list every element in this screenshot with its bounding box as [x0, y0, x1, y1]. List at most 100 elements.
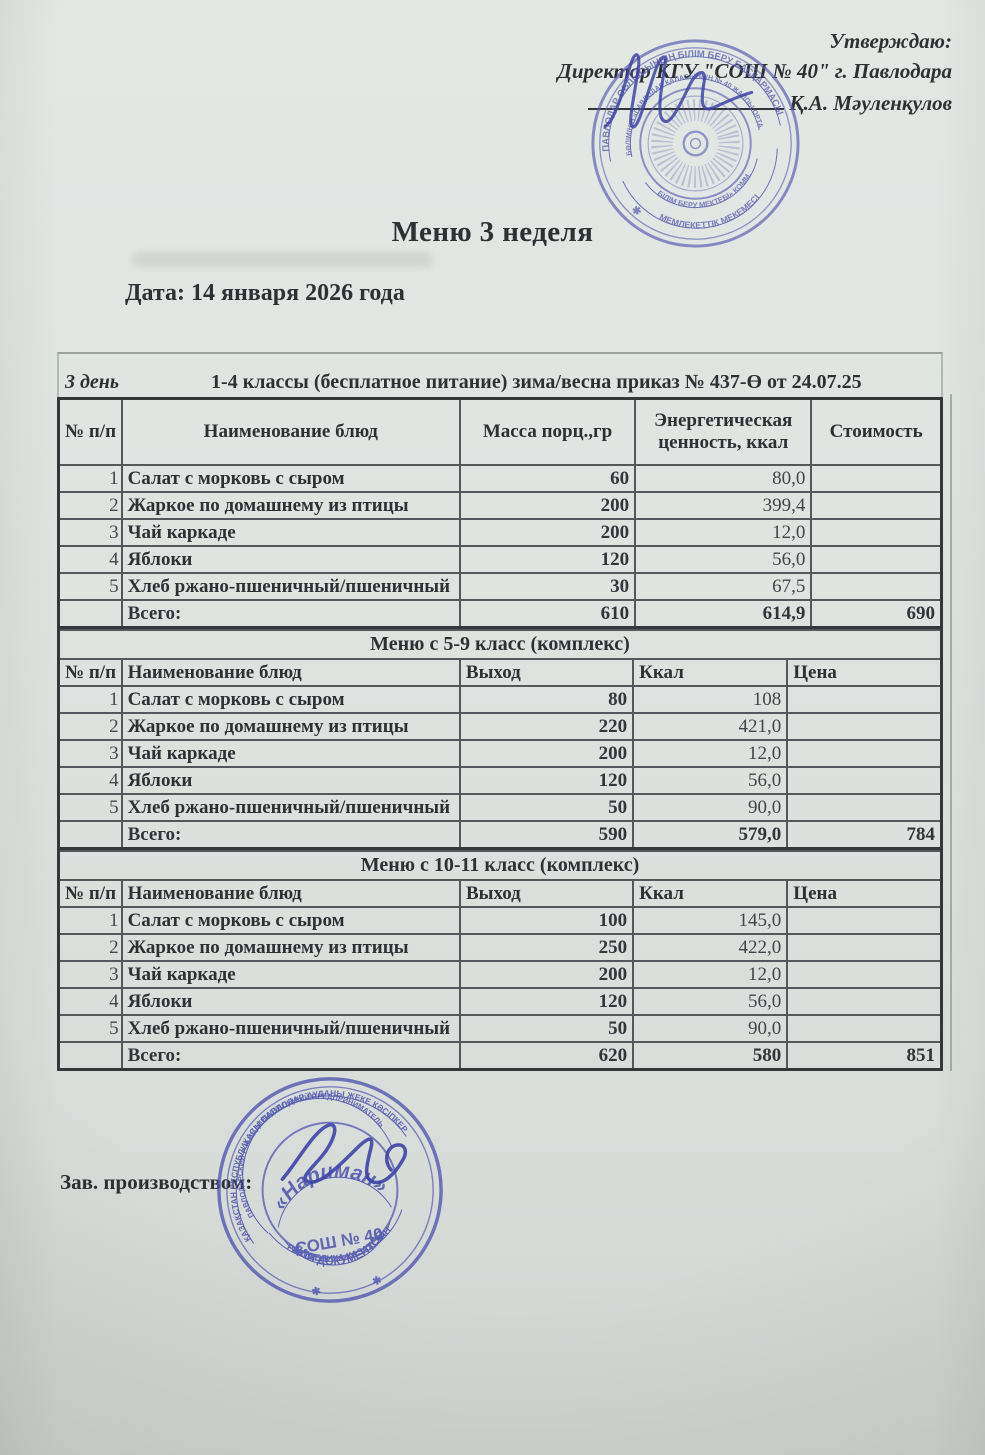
- table-row: 4 Яблоки 120 56,0: [57, 987, 943, 1016]
- cell-kcal: 12,0: [632, 739, 789, 768]
- table-row: 1 Салат с морковь с сыром 100 145,0: [57, 906, 943, 935]
- cell-price: [786, 739, 943, 768]
- cell-num: 5: [57, 793, 123, 822]
- cell-cost: [810, 545, 943, 574]
- cell-price: [786, 685, 943, 714]
- cell-kcal: 90,0: [632, 1014, 789, 1043]
- menu-table-grades-1-4: № п/п Наименование блюд Масса порц.,гр Э…: [57, 397, 943, 629]
- cell-mass: 120: [458, 545, 637, 574]
- cell-price: [786, 906, 943, 935]
- cell-cost: [810, 464, 943, 493]
- cell-output: 120: [458, 766, 635, 795]
- cell-dish-name: Жаркое по домашнему из птицы: [120, 712, 461, 741]
- cell-cost: [810, 491, 943, 520]
- stamp-bottom-inner-bottom-text: РЕСПУБЛИКА КАЗАХСТАН: [284, 1224, 396, 1272]
- cell-num: 3: [57, 518, 123, 547]
- menu-tables-area: 3 день 1-4 классы (бесплатное питание) з…: [57, 352, 952, 1071]
- table-row: 4 Яблоки 120 56,0: [57, 766, 943, 795]
- total-row: Всего: 590 579,0 784: [57, 820, 943, 850]
- stamp-bottom-star-icon: ✱: [371, 1275, 382, 1288]
- svg-text:РЕСПУБЛИКА КАЗАХСТАН: РЕСПУБЛИКА КАЗАХСТАН: [284, 1224, 396, 1272]
- order-line: 1-4 классы (бесплатное питание) зима/вес…: [211, 371, 862, 393]
- menu-table-grades-5-9: Меню с 5-9 класс (комплекс) № п/п Наимен…: [57, 629, 943, 850]
- col-header-num: № п/п: [57, 397, 123, 466]
- cell-price: [786, 1014, 943, 1043]
- cell-output: 200: [458, 739, 635, 768]
- cell-output: 50: [458, 1014, 635, 1043]
- signature-line: [588, 87, 785, 110]
- cell-num: 1: [57, 685, 123, 714]
- cell-price: [786, 793, 943, 822]
- cell-kcal: 56,0: [634, 545, 813, 574]
- table-row: 3 Чай каркаде 200 12,0: [57, 739, 943, 768]
- approve-director-line: Директор КГУ "СОШ № 40" г. Павлодара: [557, 59, 952, 84]
- col-header-dish: Наименование блюд: [120, 879, 461, 908]
- cell-dish-name: Яблоки: [120, 766, 461, 795]
- col-header-energy: Энергетическая ценность, ккал: [634, 397, 813, 466]
- cell-dish-name: Чай каркаде: [120, 960, 461, 989]
- section-title: Меню с 5-9 класс (комплекс): [57, 629, 943, 660]
- menu-table-grades-10-11: Меню с 10-11 класс (комплекс) № п/п Наим…: [57, 850, 943, 1071]
- cell-price: [786, 960, 943, 989]
- cell-num: 2: [57, 712, 123, 741]
- cell-price: [786, 933, 943, 962]
- cell-output: 250: [458, 933, 635, 962]
- total-row: Всего: 620 580 851: [57, 1041, 943, 1071]
- svg-text:«Нариман»: «Нариман»: [263, 1150, 395, 1217]
- cell-mass: 200: [458, 491, 637, 520]
- cell-num: 4: [57, 766, 123, 795]
- cell-output: 200: [458, 960, 635, 989]
- cell-kcal: 56,0: [632, 766, 789, 795]
- cell-mass: 200: [458, 518, 637, 547]
- cell-kcal: 421,0: [632, 712, 789, 741]
- cell-output: 80: [458, 685, 635, 714]
- cell-num: 1: [57, 906, 123, 935]
- table-header-row: № п/п Наименование блюд Выход Ккал Цена: [57, 879, 943, 908]
- col-header-output: Выход: [458, 658, 635, 687]
- cell-kcal: 67,5: [634, 572, 813, 601]
- production-manager-label: Зав. производством:: [60, 1170, 253, 1194]
- cell-dish-name: Жаркое по домашнему из птицы: [120, 933, 461, 962]
- total-kcal: 580: [632, 1041, 789, 1071]
- col-header-cost: Стоимость: [810, 397, 943, 466]
- section-title-row: Меню с 5-9 класс (комплекс): [57, 629, 943, 660]
- total-label: Всего:: [120, 1041, 461, 1071]
- cell-output: 220: [458, 712, 635, 741]
- cell-kcal: 12,0: [634, 518, 813, 547]
- stamp-top-inner-bottom-text: БІЛІМ БЕРУ МЕКТЕБІ» КОММ.: [655, 169, 758, 218]
- cell-num: 2: [57, 933, 123, 962]
- cell-kcal: 108: [632, 685, 789, 714]
- table-row: 2 Жаркое по домашнему из птицы 220 421,0: [57, 712, 943, 741]
- total-label: Всего:: [120, 820, 461, 850]
- total-price: 784: [786, 820, 943, 850]
- table-row: 1 Салат с морковь с сыром 60 80,0: [57, 464, 943, 493]
- cell-dish-name: Хлеб ржано-пшеничный/пшеничный: [120, 1014, 461, 1043]
- table-row: 1 Салат с морковь с сыром 80 108: [57, 685, 943, 714]
- total-output: 590: [458, 820, 635, 850]
- table-row: 2 Жаркое по домашнему из птицы 250 422,0: [57, 933, 943, 962]
- section-title-row: Меню с 10-11 класс (комплекс): [57, 850, 943, 881]
- table-header-row: № п/п Наименование блюд Масса порц.,гр Э…: [57, 397, 943, 466]
- col-header-kcal: Ккал: [632, 658, 789, 687]
- stamp-bottom-outer-text: ҚАЗАҚСТАН РЕСПУБЛИКАСЫ ПАВЛОДАР АУДАНЫ Ж…: [212, 1074, 425, 1245]
- cell-kcal: 12,0: [632, 960, 789, 989]
- svg-text:ДЛЯ ДОКУМЕНТОВ: ДЛЯ ДОКУМЕНТОВ: [290, 1227, 393, 1276]
- cell-output: 120: [458, 987, 635, 1016]
- col-header-num: № п/п: [57, 879, 123, 908]
- table-row: 4 Яблоки 120 56,0: [57, 545, 943, 574]
- section-title: Меню с 10-11 класс (комплекс): [57, 850, 943, 881]
- total-output: 620: [458, 1041, 635, 1071]
- col-header-price: Цена: [786, 879, 943, 908]
- table-header-row: № п/п Наименование блюд Выход Ккал Цена: [57, 658, 943, 687]
- cell-dish-name: Хлеб ржано-пшеничный/пшеничный: [120, 793, 461, 822]
- total-mass: 610: [458, 599, 637, 629]
- bleed-through-smudge: [132, 252, 432, 267]
- table-row: 2 Жаркое по домашнему из птицы 200 399,4: [57, 491, 943, 520]
- total-label: Всего:: [120, 599, 461, 629]
- cell-output: 100: [458, 906, 635, 935]
- cell-price: [786, 987, 943, 1016]
- total-price: 851: [786, 1041, 943, 1071]
- approve-label: Утверждаю:: [829, 29, 952, 53]
- total-cost: 690: [810, 599, 943, 629]
